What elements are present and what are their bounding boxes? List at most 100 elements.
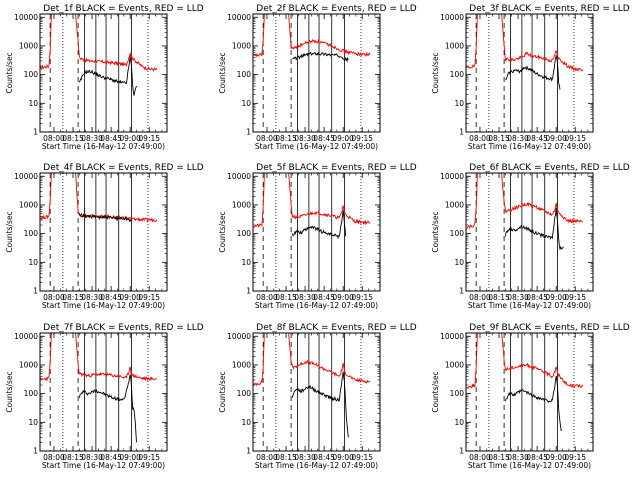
x-tick-label: 09:15	[564, 134, 586, 143]
x-tick-label: 09:15	[138, 134, 160, 143]
y-tick-label: 1000	[232, 360, 251, 369]
y-axis-label: Counts/sec	[218, 211, 227, 252]
events-series-line	[78, 374, 137, 443]
y-tick-label: 1000	[19, 41, 38, 50]
y-tick-label: 10	[241, 418, 251, 427]
y-tick-label: 100	[237, 70, 252, 79]
y-tick-label: 1	[246, 447, 251, 456]
y-axis-label: Counts/sec	[218, 371, 227, 412]
panel-title: Det_5f BLACK = Events, RED = LLD	[256, 163, 416, 173]
x-tick-label: 08:15	[275, 134, 297, 143]
events-series-line	[505, 55, 561, 90]
x-tick-label: 08:15	[62, 293, 84, 302]
x-tick-label: 08:30	[507, 453, 529, 462]
x-tick-label: 08:15	[488, 134, 510, 143]
y-tick-label: 10000	[14, 172, 38, 181]
events-series-line	[291, 210, 347, 240]
y-tick-label: 1000	[445, 200, 464, 209]
y-tick-label: 1	[459, 287, 464, 296]
plot-frame	[252, 13, 381, 133]
x-tick-label: 08:00	[43, 453, 65, 462]
x-tick-label: 08:00	[256, 293, 278, 302]
y-tick-label: 1	[459, 447, 464, 456]
x-tick-label: 09:15	[138, 293, 160, 302]
x-tick-label: 08:00	[469, 293, 491, 302]
panel-title: Det_9f BLACK = Events, RED = LLD	[469, 323, 629, 333]
x-tick-label: 08:15	[275, 453, 297, 462]
x-tick-label: 08:00	[256, 453, 278, 462]
y-tick-label: 1	[33, 447, 38, 456]
lld-series-line	[466, 14, 584, 72]
y-axis-label: Counts/sec	[5, 371, 14, 412]
x-tick-label: 08:15	[488, 453, 510, 462]
x-axis-label: Start Time (16-May-12 07:49:00)	[255, 461, 378, 470]
x-tick-label: 08:45	[526, 293, 548, 302]
y-tick-label: 10	[28, 99, 38, 108]
panel-title: Det_6f BLACK = Events, RED = LLD	[469, 163, 629, 173]
y-tick-label: 100	[450, 389, 465, 398]
x-tick-label: 08:45	[526, 134, 548, 143]
x-tick-label: 09:00	[545, 293, 567, 302]
x-tick-label: 09:00	[545, 134, 567, 143]
y-tick-label: 10000	[14, 332, 38, 341]
x-tick-label: 08:45	[526, 453, 548, 462]
x-tick-label: 08:00	[256, 134, 278, 143]
x-tick-label: 08:30	[294, 134, 316, 143]
plot-frame	[39, 332, 168, 452]
y-tick-label: 1	[33, 287, 38, 296]
y-tick-label: 10000	[227, 332, 251, 341]
x-axis-label: Start Time (16-May-12 07:49:00)	[42, 461, 165, 470]
y-tick-label: 1	[459, 128, 464, 137]
x-tick-label: 08:45	[100, 293, 122, 302]
chart-panel-5: Det_5f BLACK = Events, RED = LLD 1 10 100 10…	[218, 163, 417, 310]
y-axis-label: Counts/sec	[431, 211, 440, 252]
chart-panel-2: Det_2f BLACK = Events, RED = LLD 1 10 100 10…	[218, 4, 417, 151]
panel-title: Det_7f BLACK = Events, RED = LLD	[43, 323, 203, 333]
y-tick-label: 100	[450, 229, 465, 238]
chart-panel-8: Det_8f BLACK = Events, RED = LLD 1 10 100 10…	[218, 323, 417, 470]
x-axis-label: Start Time (16-May-12 07:49:00)	[255, 142, 378, 151]
plot-frame	[252, 332, 381, 452]
x-tick-label: 08:30	[294, 293, 316, 302]
chart-panel-1: Det_1f BLACK = Events, RED = LLD 1 10 100 10…	[5, 4, 204, 151]
y-tick-label: 100	[237, 229, 252, 238]
y-tick-label: 10000	[440, 13, 464, 22]
y-tick-label: 1	[33, 128, 38, 137]
events-series-line	[292, 51, 349, 63]
x-tick-label: 09:00	[119, 453, 141, 462]
plot-frame	[465, 13, 594, 133]
x-tick-label: 08:15	[62, 134, 84, 143]
y-axis-label: Counts/sec	[431, 371, 440, 412]
plot-frame	[39, 13, 168, 133]
chart-panel-6: Det_6f BLACK = Events, RED = LLD 1 10 100 10…	[431, 163, 630, 310]
lld-series-line	[40, 333, 157, 382]
y-tick-label: 100	[24, 70, 39, 79]
x-tick-label: 08:15	[488, 293, 510, 302]
y-tick-label: 10000	[14, 13, 38, 22]
x-tick-label: 09:00	[119, 293, 141, 302]
x-tick-label: 08:45	[100, 134, 122, 143]
x-tick-label: 09:15	[351, 453, 373, 462]
plot-frame	[39, 172, 168, 292]
x-tick-label: 09:15	[351, 134, 373, 143]
y-tick-label: 100	[24, 229, 39, 238]
y-tick-label: 1000	[232, 41, 251, 50]
x-tick-label: 09:15	[564, 293, 586, 302]
events-series-line	[504, 375, 562, 432]
y-axis-label: Counts/sec	[431, 52, 440, 93]
y-tick-label: 10000	[227, 172, 251, 181]
y-axis-label: Counts/sec	[5, 211, 14, 252]
y-tick-label: 1000	[445, 41, 464, 50]
y-tick-label: 10	[454, 418, 464, 427]
x-tick-label: 08:30	[294, 453, 316, 462]
y-tick-label: 1000	[19, 200, 38, 209]
x-tick-label: 09:00	[332, 134, 354, 143]
x-tick-label: 08:15	[62, 453, 84, 462]
x-tick-label: 08:15	[275, 293, 297, 302]
plot-frame	[465, 172, 594, 292]
y-tick-label: 10000	[440, 172, 464, 181]
events-series-line	[78, 56, 137, 96]
lld-series-line	[253, 333, 371, 387]
lld-series-line	[40, 173, 158, 223]
